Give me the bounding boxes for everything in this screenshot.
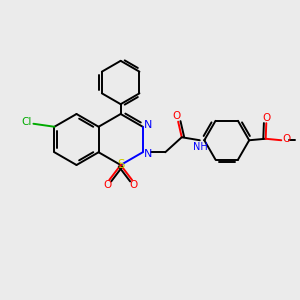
Text: N: N bbox=[144, 149, 152, 159]
Text: NH: NH bbox=[193, 142, 208, 152]
Text: S: S bbox=[117, 158, 124, 172]
Text: N: N bbox=[144, 120, 152, 130]
Text: O: O bbox=[263, 113, 271, 123]
Text: O: O bbox=[103, 180, 112, 190]
Text: O: O bbox=[283, 134, 291, 144]
Text: Cl: Cl bbox=[22, 117, 32, 127]
Text: O: O bbox=[129, 180, 138, 190]
Text: O: O bbox=[172, 111, 181, 121]
